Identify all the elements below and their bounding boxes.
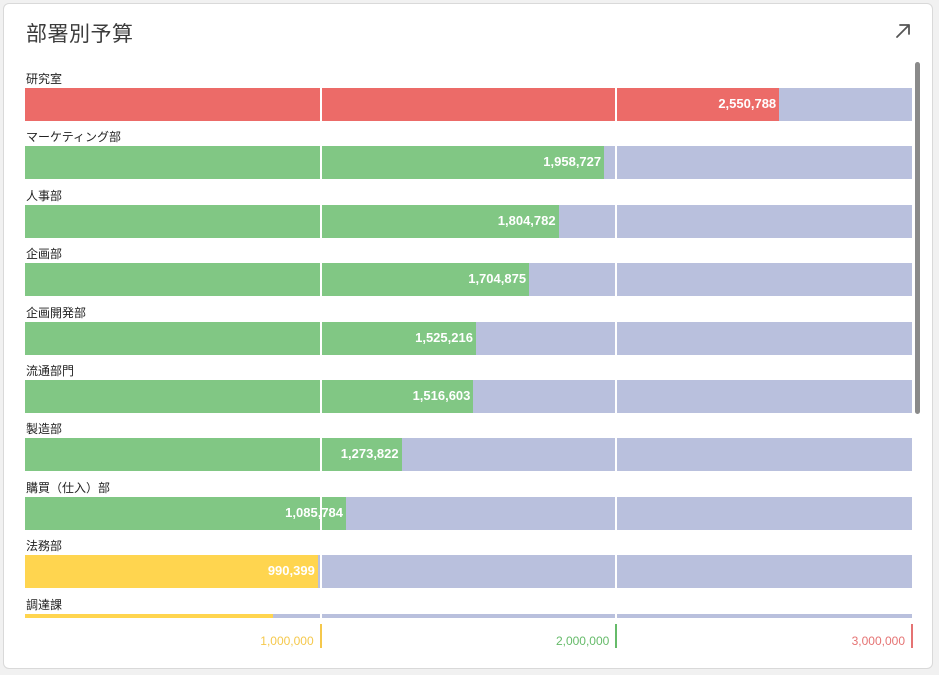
bar-track: 1,525,216 [25,321,912,355]
x-axis: 1,000,000 2,000,000 3,000,000 [4,622,932,652]
bar-category-label: 流通部門 [26,364,75,378]
bar[interactable] [25,88,780,121]
vertical-scrollbar[interactable] [915,62,920,414]
bar-row[interactable]: 購買（仕入）部 1,085,784 [4,471,932,530]
bar-value-label: 1,516,603 [412,388,471,403]
gridline [319,555,322,589]
bar-category-label: 人事部 [26,188,63,203]
gridline [615,380,618,413]
bar-row[interactable]: マーケティング部 1,958,727 [4,120,932,180]
bar-value-label: 1,958,727 [543,154,602,170]
gridline [615,321,618,355]
bar-track: 2,550,788 [25,88,912,121]
bar-value-label: 1,704,875 [468,271,527,287]
gridline [615,146,618,180]
bar-track: 1,273,822 [25,438,912,472]
x-tick-label: 1,000,000 [260,634,314,648]
chart-area[interactable]: 研究室 2,550,788 マーケティング部 1,958,727 人事部 1,804,78… [4,62,932,618]
bar-track: 1,516,603 [25,380,912,413]
threshold-tick [319,624,322,648]
budget-card: 部署別予算 研究室 2,550,788 マーケティング部 1,958,727 人事部 1,… [3,3,933,669]
gridline [615,438,618,472]
bar-category-label: 企画開発部 [26,305,87,320]
bar-row[interactable]: 企画開発部 1,525,216 [4,296,932,355]
bar[interactable] [25,380,474,413]
bar-track: 1,704,875 [25,263,912,297]
bar-track: 1,958,727 [25,146,912,180]
gridline [615,496,618,530]
bar-track [25,613,912,618]
bar-track: 1,085,784 [25,496,912,530]
arrow-up-right-icon[interactable] [892,20,914,42]
bar-value-label: 1,085,784 [285,504,344,520]
gridline [319,204,322,238]
card-title: 部署別予算 [26,22,134,46]
bar-row[interactable]: 流通部門 1,516,603 [4,354,932,413]
bar-category-label: 購買（仕入）部 [26,480,111,495]
gridline [319,321,322,355]
bar-track: 1,804,782 [25,204,912,238]
x-tick-label: 3,000,000 [851,634,905,648]
gridline [319,496,322,530]
gridline [615,263,618,297]
bar[interactable] [25,555,318,589]
bar-category-label: 企画部 [26,247,63,262]
gridline [319,380,322,413]
bar-category-label: 製造部 [26,422,63,437]
bar-category-label: 調達課 [26,597,63,612]
bar[interactable] [25,438,402,472]
gridline [615,613,618,618]
gridline [615,555,618,589]
x-tick-label: 2,000,000 [555,634,610,648]
bar[interactable] [25,496,347,530]
gridline [319,146,322,180]
bar-row[interactable]: 法務部 990,399 [4,529,932,589]
bar-row[interactable]: 研究室 2,550,788 [4,62,932,121]
bar-value-label: 1,804,782 [497,212,556,228]
bar-value-label: 990,399 [267,563,315,579]
gridline [319,613,322,618]
bar[interactable] [25,204,559,238]
bar[interactable] [25,146,605,180]
gridline [319,263,322,297]
threshold-tick [615,624,618,648]
bar-track: 990,399 [25,555,912,589]
bar-category-label: マーケティング部 [26,130,122,145]
gridline [615,204,618,238]
bar[interactable] [25,321,476,355]
bar[interactable] [25,613,274,618]
bar-row[interactable]: 人事部 1,804,782 [4,179,932,238]
bar-row[interactable]: 調達課 [4,588,932,618]
bar-category-label: 法務部 [26,539,63,554]
bar-row[interactable]: 企画部 1,704,875 [4,237,932,297]
gridline [615,88,618,121]
threshold-tick [911,624,913,648]
bar-category-label: 研究室 [26,72,63,86]
bar-value-label: 1,525,216 [415,329,473,345]
bar-row[interactable]: 製造部 1,273,822 [4,412,932,472]
gridline [319,438,322,472]
bar-value-label: 2,550,788 [718,96,777,111]
bar[interactable] [25,263,530,297]
gridline [319,88,322,121]
bar-value-label: 1,273,822 [340,446,399,462]
